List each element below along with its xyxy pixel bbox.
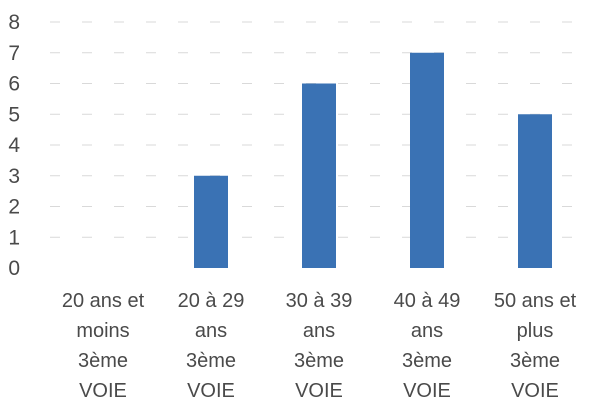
- x-tick-label-line: 3ème: [294, 350, 344, 372]
- x-tick-label-line: moins: [76, 320, 129, 342]
- x-axis-tick-labels: 20 ans et moins 3ème VOIE 20 à 29 ans 3ème VOIE…: [62, 290, 577, 402]
- x-tick-label-line: VOIE: [187, 380, 235, 402]
- y-tick-label-5: 5: [8, 103, 20, 126]
- x-tick-label-line: 20 à 29: [178, 290, 245, 312]
- x-tick-label-line: 50 ans et: [494, 290, 577, 312]
- x-tick-label-line: 3ème: [78, 350, 128, 372]
- y-tick-label-3: 3: [8, 165, 20, 188]
- x-tick-label-line: ans: [411, 320, 443, 342]
- bars: [194, 52, 552, 268]
- x-tick-label-line: 3ème: [510, 350, 560, 372]
- x-tick-label-line: ans: [195, 320, 227, 342]
- x-tick-label-line: VOIE: [295, 380, 343, 402]
- x-tick-label-line: VOIE: [79, 380, 127, 402]
- y-tick-label-8: 8: [8, 11, 20, 34]
- y-tick-label-7: 7: [8, 42, 20, 65]
- x-tick-label-line: 30 à 39: [286, 290, 353, 312]
- x-tick-label-line: 3ème: [186, 350, 236, 372]
- y-axis-tick-labels: 0 1 2 3 4 5 6 7 8: [8, 11, 20, 280]
- y-tick-label-6: 6: [8, 73, 20, 96]
- bar-5: [518, 114, 552, 268]
- x-tick-label-3: 30 à 39 ans 3ème VOIE: [286, 290, 353, 402]
- x-tick-label-line: ans: [303, 320, 335, 342]
- x-tick-label-line: 40 à 49: [394, 290, 461, 312]
- x-tick-label-4: 40 à 49 ans 3ème VOIE: [394, 290, 461, 402]
- x-tick-label-1: 20 ans et moins 3ème VOIE: [62, 290, 145, 402]
- bar-2: [194, 175, 228, 268]
- x-tick-label-line: VOIE: [511, 380, 559, 402]
- y-tick-label-4: 4: [8, 134, 20, 157]
- bar-4: [410, 52, 444, 268]
- x-tick-label-5: 50 ans et plus 3ème VOIE: [494, 290, 577, 402]
- y-tick-label-1: 1: [8, 226, 20, 249]
- y-tick-label-0: 0: [8, 257, 20, 280]
- x-tick-label-line: 3ème: [402, 350, 452, 372]
- x-tick-label-line: VOIE: [403, 380, 451, 402]
- bar-3: [302, 83, 336, 268]
- y-tick-label-2: 2: [8, 196, 20, 219]
- x-tick-label-line: 20 ans et: [62, 290, 145, 312]
- x-tick-label-2: 20 à 29 ans 3ème VOIE: [178, 290, 245, 402]
- x-tick-label-line: plus: [517, 320, 554, 342]
